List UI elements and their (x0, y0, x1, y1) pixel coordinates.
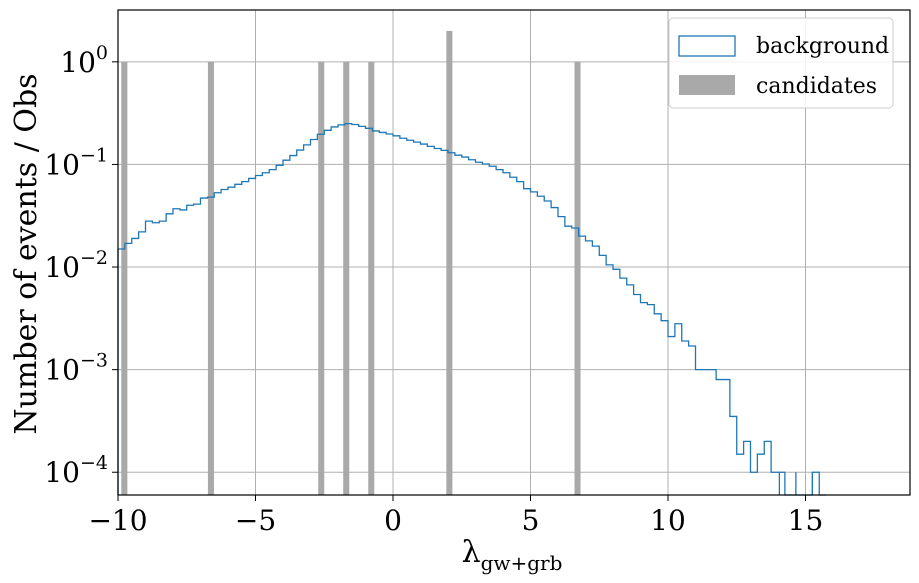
y-tick-label: 100 (60, 42, 108, 79)
plot-frame (117, 9, 911, 496)
y-tick-label: 10−2 (44, 247, 108, 284)
candidate-bars (121, 30, 581, 496)
x-tick-labels: −10 −5 0 5 10 15 (88, 504, 823, 537)
y-tick-label: 10−4 (44, 452, 108, 489)
candidate-bar (574, 61, 581, 496)
background-step-line (117, 122, 827, 496)
y-axis-title: Number of events / Obs (9, 73, 44, 434)
candidate-bar (318, 61, 325, 496)
x-tick-label: −10 (88, 504, 147, 537)
legend-label-candidates: candidates (756, 74, 877, 99)
candidate-bar (121, 61, 128, 496)
candidate-bar (343, 61, 350, 496)
legend-label-background: background (756, 34, 889, 59)
candidate-bar (446, 30, 453, 495)
x-tick-label: 0 (384, 504, 402, 537)
background-series (117, 122, 827, 496)
legend: background candidates (668, 17, 894, 109)
x-tick-label: 15 (788, 504, 824, 537)
candidate-bar (207, 61, 214, 496)
x-axis-title: λgw+grb (462, 535, 563, 575)
candidate-bar (368, 61, 375, 496)
legend-swatch-background (678, 35, 736, 57)
x-tick-label: −5 (235, 504, 276, 537)
y-tick-label: 10−1 (44, 144, 108, 181)
y-tick-label: 10−3 (44, 350, 108, 387)
legend-swatch-candidates (679, 75, 735, 95)
axis-ticks (112, 61, 806, 501)
x-tick-label: 5 (522, 504, 540, 537)
x-tick-label: 10 (650, 504, 686, 537)
y-tick-labels: 100 10−1 10−2 10−3 10−4 (44, 42, 108, 489)
